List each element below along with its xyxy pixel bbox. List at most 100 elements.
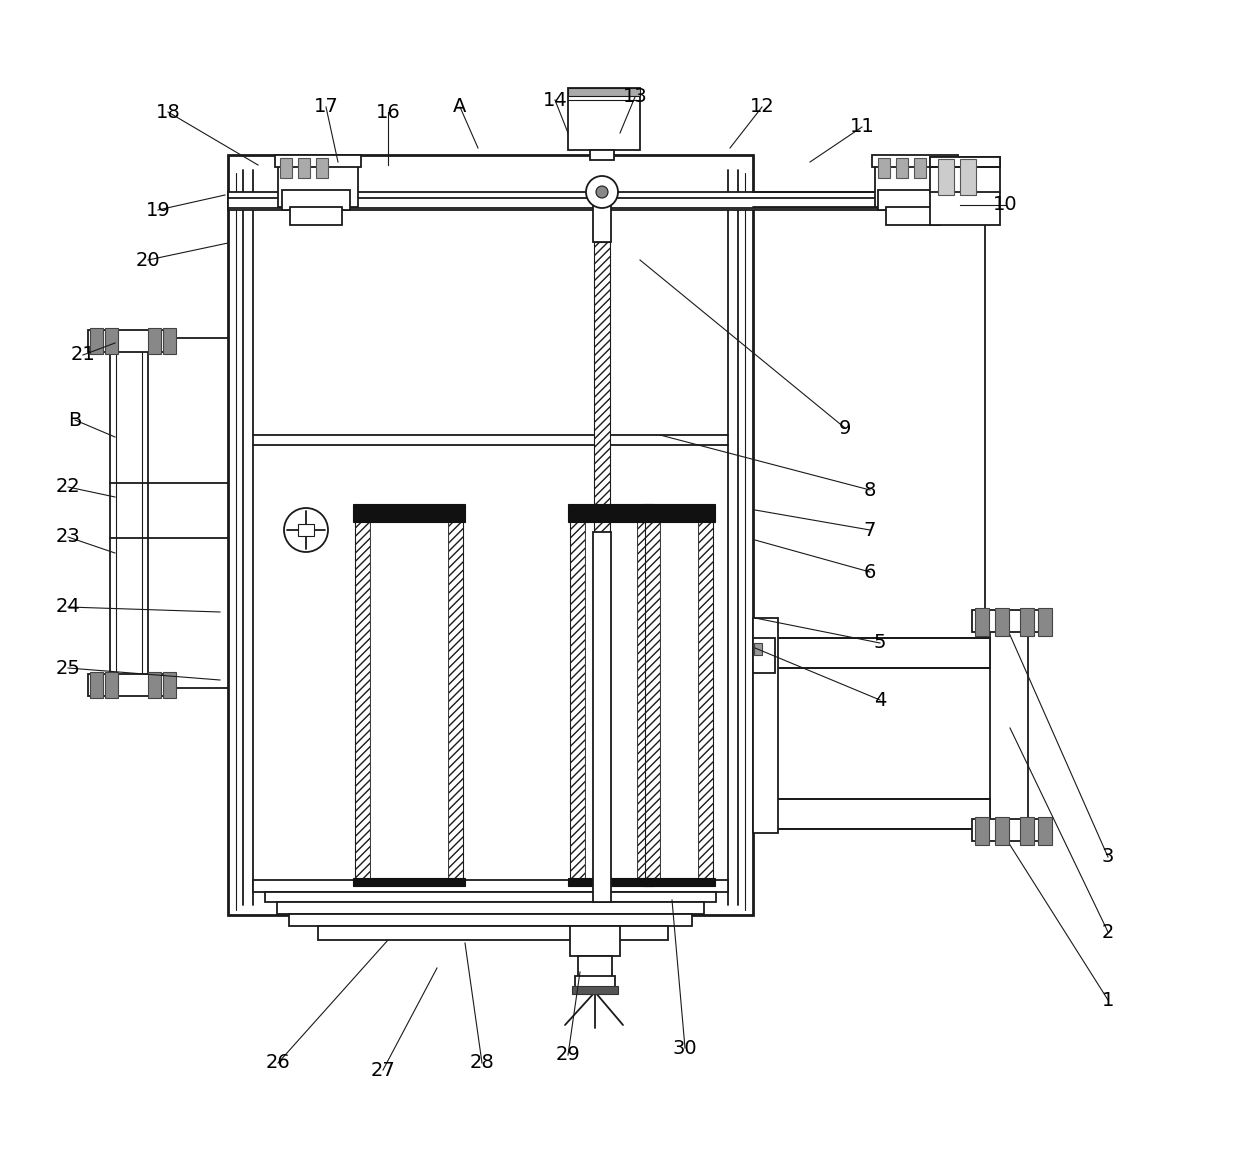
- Bar: [298, 524, 314, 536]
- Bar: [298, 158, 310, 178]
- Bar: [253, 880, 728, 892]
- Bar: [1021, 608, 1034, 636]
- Bar: [568, 878, 653, 887]
- Bar: [353, 878, 465, 887]
- Bar: [972, 819, 1052, 841]
- Bar: [370, 520, 448, 880]
- Bar: [698, 520, 713, 880]
- Bar: [353, 504, 465, 522]
- Bar: [645, 520, 660, 880]
- Text: 22: 22: [56, 478, 81, 496]
- Circle shape: [587, 176, 618, 209]
- Bar: [568, 89, 640, 150]
- Text: 21: 21: [71, 346, 95, 365]
- Bar: [578, 956, 613, 977]
- Bar: [228, 192, 955, 210]
- Text: 7: 7: [864, 521, 877, 539]
- Bar: [148, 329, 161, 354]
- Text: 10: 10: [993, 196, 1017, 214]
- Bar: [570, 520, 585, 880]
- Bar: [875, 157, 955, 207]
- Bar: [448, 520, 463, 880]
- Bar: [660, 520, 698, 880]
- Bar: [990, 617, 1028, 833]
- Text: 13: 13: [622, 87, 647, 106]
- Bar: [570, 926, 620, 956]
- Text: 20: 20: [135, 250, 160, 269]
- Bar: [289, 915, 692, 926]
- Bar: [355, 520, 370, 880]
- Bar: [753, 638, 775, 673]
- Bar: [105, 329, 118, 354]
- Bar: [290, 207, 342, 225]
- Text: 9: 9: [838, 418, 851, 438]
- Bar: [878, 158, 890, 178]
- Text: 8: 8: [864, 480, 877, 500]
- Circle shape: [284, 508, 329, 552]
- Text: 17: 17: [314, 98, 339, 116]
- Bar: [960, 158, 976, 195]
- Bar: [753, 799, 990, 829]
- Bar: [148, 672, 161, 698]
- Text: A: A: [454, 98, 466, 116]
- Bar: [280, 158, 291, 178]
- Bar: [1038, 608, 1052, 636]
- Text: 11: 11: [849, 118, 874, 136]
- Text: 16: 16: [376, 103, 401, 121]
- Bar: [585, 520, 637, 880]
- Bar: [593, 200, 611, 242]
- Bar: [897, 158, 908, 178]
- Text: B: B: [68, 410, 82, 430]
- Bar: [1021, 817, 1034, 845]
- Text: 3: 3: [1102, 847, 1115, 867]
- Bar: [994, 817, 1009, 845]
- Text: 5: 5: [874, 634, 887, 652]
- Bar: [265, 892, 715, 902]
- Bar: [88, 675, 167, 696]
- Bar: [593, 532, 611, 902]
- Bar: [644, 878, 715, 887]
- Bar: [590, 150, 614, 160]
- Text: 25: 25: [56, 658, 81, 678]
- Bar: [1038, 817, 1052, 845]
- Bar: [878, 190, 949, 210]
- Text: 19: 19: [145, 200, 170, 219]
- Bar: [281, 190, 350, 210]
- Bar: [105, 672, 118, 698]
- Bar: [568, 504, 653, 522]
- Bar: [88, 330, 167, 352]
- Bar: [277, 902, 704, 915]
- Bar: [872, 155, 959, 167]
- Bar: [228, 198, 955, 209]
- Text: 12: 12: [750, 98, 774, 116]
- Circle shape: [596, 186, 608, 198]
- Bar: [228, 155, 753, 915]
- Bar: [754, 643, 763, 655]
- Bar: [91, 329, 103, 354]
- Text: 6: 6: [864, 563, 877, 581]
- Bar: [637, 520, 652, 880]
- Bar: [930, 157, 999, 225]
- Bar: [317, 926, 668, 940]
- Text: 14: 14: [543, 91, 568, 110]
- Bar: [572, 986, 618, 994]
- Bar: [975, 817, 990, 845]
- Bar: [162, 672, 176, 698]
- Bar: [937, 158, 954, 195]
- Bar: [594, 242, 610, 532]
- Bar: [994, 608, 1009, 636]
- Bar: [91, 672, 103, 698]
- Bar: [644, 504, 715, 522]
- Bar: [930, 157, 999, 167]
- Bar: [975, 608, 990, 636]
- Text: 2: 2: [1102, 923, 1115, 941]
- Bar: [914, 158, 926, 178]
- Bar: [110, 338, 148, 689]
- Text: 4: 4: [874, 691, 887, 709]
- Text: 30: 30: [672, 1038, 697, 1058]
- Bar: [316, 158, 329, 178]
- Text: 18: 18: [156, 103, 180, 121]
- Text: 24: 24: [56, 598, 81, 616]
- Bar: [275, 155, 361, 167]
- Bar: [162, 329, 176, 354]
